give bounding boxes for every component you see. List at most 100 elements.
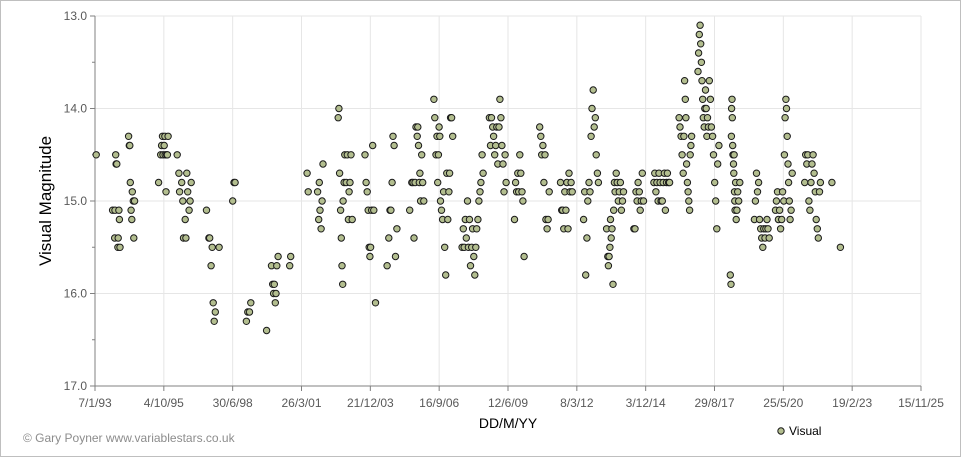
data-point — [502, 178, 510, 187]
data-point — [735, 197, 743, 205]
gridlines — [94, 15, 922, 387]
data-point — [665, 178, 674, 187]
data-point — [209, 299, 217, 307]
data-point — [805, 197, 813, 205]
data-point — [431, 114, 439, 122]
data-point — [418, 151, 426, 159]
data-point — [753, 188, 762, 196]
data-point — [463, 197, 472, 205]
data-point — [567, 178, 575, 187]
data-point — [565, 169, 573, 177]
data-point — [202, 206, 211, 214]
data-point — [413, 132, 421, 141]
data-point — [335, 169, 344, 177]
data-point — [698, 77, 706, 85]
data-point — [319, 160, 327, 168]
data-point — [816, 178, 825, 187]
data-point — [593, 169, 602, 177]
data-point — [736, 178, 744, 187]
axes — [90, 15, 922, 391]
data-point — [391, 252, 400, 261]
data-point — [175, 169, 183, 177]
x-tick-label: 29/8/17 — [694, 396, 734, 410]
data-point — [582, 271, 590, 279]
data-point — [708, 132, 717, 141]
data-point — [318, 197, 326, 205]
data-point — [361, 151, 369, 159]
data-point — [336, 206, 345, 214]
data-point — [362, 178, 370, 187]
data-point — [579, 215, 588, 224]
data-point — [210, 317, 218, 325]
data-point — [492, 141, 500, 150]
data-point — [154, 178, 163, 187]
data-point — [231, 178, 239, 187]
data-point — [634, 178, 642, 187]
data-point — [175, 188, 184, 196]
y-tick-label: 16.0 — [64, 287, 88, 301]
legend: Visual — [777, 424, 821, 438]
y-tick-label: 15.0 — [64, 194, 88, 208]
data-point — [414, 123, 422, 131]
data-point — [420, 197, 428, 205]
data-point — [592, 151, 600, 159]
data-point — [765, 234, 773, 242]
data-point — [410, 234, 418, 242]
x-tick-label: 26/3/01 — [281, 396, 321, 410]
data-point — [516, 151, 524, 159]
data-point — [206, 234, 214, 242]
data-point — [705, 77, 713, 85]
data-point — [272, 289, 280, 298]
data-point — [335, 104, 343, 113]
data-point — [270, 280, 278, 288]
data-point — [810, 169, 818, 177]
data-point — [619, 188, 628, 196]
data-point — [345, 188, 353, 196]
data-point — [393, 225, 401, 233]
data-point — [477, 178, 485, 187]
data-point — [178, 178, 186, 187]
data-point — [568, 188, 576, 196]
data-point — [495, 123, 503, 131]
data-point — [782, 104, 791, 113]
data-point — [371, 299, 380, 307]
data-point — [713, 225, 721, 233]
data-point — [585, 178, 593, 187]
data-point — [712, 197, 720, 205]
data-point — [683, 178, 692, 187]
data-point — [130, 197, 139, 205]
data-point — [780, 151, 789, 159]
data-point — [476, 188, 484, 196]
x-tick-label: 30/6/98 — [213, 396, 253, 410]
data-point — [337, 234, 345, 242]
data-point — [785, 197, 793, 205]
data-point — [778, 215, 786, 224]
data-point — [751, 197, 760, 205]
data-point — [681, 95, 689, 104]
data-point — [658, 197, 666, 205]
credit-text: © Gary Poyner www.variablestars.co.uk — [23, 431, 236, 445]
data-point — [334, 114, 342, 122]
data-point — [729, 160, 738, 168]
data-point — [338, 262, 346, 270]
data-point — [715, 141, 723, 150]
data-point — [444, 215, 452, 224]
data-point — [589, 86, 597, 94]
data-point — [114, 234, 122, 242]
data-point — [711, 178, 719, 187]
data-point — [540, 178, 548, 187]
data-point — [475, 197, 483, 205]
data-point — [173, 151, 181, 159]
data-point — [430, 95, 438, 104]
data-point — [346, 178, 354, 187]
x-tick-label: 7/1/93 — [78, 396, 112, 410]
data-point — [383, 262, 391, 270]
data-point — [687, 132, 696, 141]
y-axis-title: Visual Magnitude — [36, 136, 55, 266]
data-point — [160, 141, 168, 150]
data-point — [182, 234, 190, 242]
data-point — [635, 188, 643, 196]
data-point — [707, 123, 716, 131]
data-point — [733, 206, 741, 214]
